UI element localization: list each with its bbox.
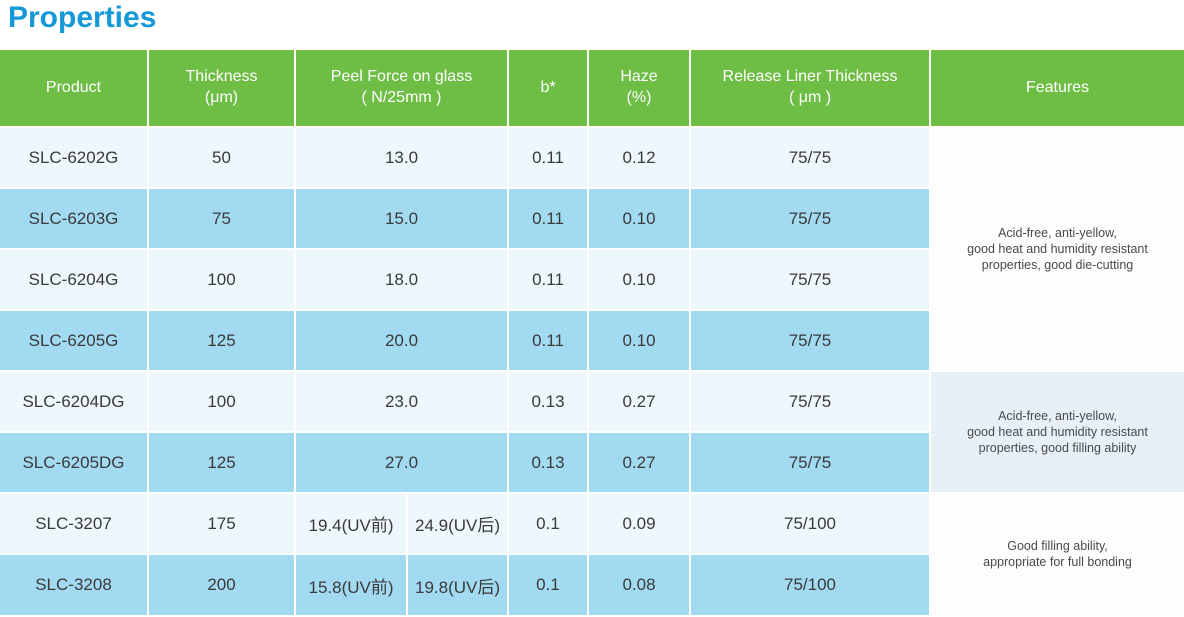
product-cell: SLC-6204DG [0, 370, 149, 433]
release-liner-cell: 75/75 [689, 309, 930, 372]
b-star-cell: 0.13 [507, 431, 589, 494]
header-row: Product Thickness (μm) Peel Force on gla… [0, 50, 1184, 128]
table-row: SLC-6203G 75 15.0 0.11 0.10 75/75 [0, 187, 1184, 250]
peel-force-cell: 23.0 [294, 370, 509, 433]
col-header-b-star: b* [507, 50, 589, 128]
col-header-peel-force: Peel Force on glass ( N/25mm ) [294, 50, 509, 128]
b-star-cell: 0.11 [507, 309, 589, 372]
b-star-cell: 0.13 [507, 370, 589, 433]
peel-force-cell: 15.0 [294, 187, 509, 250]
haze-cell: 0.12 [587, 126, 691, 189]
peel-force-cell: 18.0 [294, 248, 509, 311]
peel-force-uv-after-cell: 24.9(UV后) [406, 492, 509, 555]
table-row: SLC-3207 175 19.4(UV前) 24.9(UV后) 0.1 0.0… [0, 492, 1184, 616]
table-row: SLC-6205DG 125 27.0 0.13 0.27 75/75 [0, 431, 1184, 494]
b-star-cell: 0.11 [507, 126, 589, 189]
page-title: Properties [8, 1, 157, 34]
col-header-product: Product [0, 50, 149, 128]
product-cell: SLC-3207 [0, 492, 149, 555]
b-star-cell: 0.11 [507, 248, 589, 311]
haze-cell: 0.27 [587, 431, 691, 494]
col-header-haze: Haze (%) [587, 50, 691, 128]
table-row: SLC-6202G 50 13.0 0.11 0.12 75/75 Acid-f… [0, 126, 1184, 372]
features-cell-group-3: Good filling ability, appropriate for fu… [929, 492, 1184, 616]
release-liner-cell: 75/75 [689, 370, 931, 433]
peel-force-cell: 20.0 [294, 309, 509, 372]
product-cell: SLC-6202G [0, 126, 149, 189]
product-cell: SLC-6205G [0, 309, 149, 372]
release-liner-cell: 75/75 [689, 126, 931, 189]
col-header-thickness: Thickness (μm) [147, 50, 296, 128]
features-cell-group-1: Acid-free, anti-yellow, good heat and hu… [929, 126, 1184, 372]
table-row: SLC-3208 200 15.8(UV前) 19.8(UV后) 0.1 0.0… [0, 553, 1184, 615]
release-liner-cell: 75/100 [689, 492, 931, 555]
table-row: SLC-6204DG 100 23.0 0.13 0.27 75/75 Acid… [0, 370, 1184, 494]
haze-cell: 0.08 [587, 553, 691, 615]
thickness-cell: 125 [147, 431, 296, 494]
features-cell-group-2: Acid-free, anti-yellow, good heat and hu… [929, 370, 1184, 494]
peel-force-uv-after-cell: 19.8(UV后) [406, 553, 509, 615]
thickness-cell: 100 [147, 370, 296, 433]
table-row: SLC-6204G 100 18.0 0.11 0.10 75/75 [0, 248, 1184, 311]
haze-cell: 0.09 [587, 492, 691, 555]
col-header-features: Features [929, 50, 1184, 128]
release-liner-cell: 75/100 [689, 553, 930, 615]
peel-force-cell: 13.0 [294, 126, 509, 189]
product-cell: SLC-6204G [0, 248, 149, 311]
release-liner-cell: 75/75 [689, 248, 930, 311]
product-cell: SLC-6203G [0, 187, 149, 250]
peel-force-uv-before-cell: 19.4(UV前) [294, 492, 408, 555]
release-liner-cell: 75/75 [689, 431, 930, 494]
thickness-cell: 200 [147, 553, 296, 615]
thickness-cell: 100 [147, 248, 296, 311]
thickness-cell: 50 [147, 126, 296, 189]
release-liner-cell: 75/75 [689, 187, 930, 250]
properties-table: Product Thickness (μm) Peel Force on gla… [0, 50, 1184, 616]
product-cell: SLC-3208 [0, 553, 149, 615]
thickness-cell: 175 [147, 492, 296, 555]
b-star-cell: 0.11 [507, 187, 589, 250]
col-header-release-liner: Release Liner Thickness ( μm ) [689, 50, 931, 128]
haze-cell: 0.10 [587, 248, 691, 311]
haze-cell: 0.27 [587, 370, 691, 433]
b-star-cell: 0.1 [507, 492, 589, 555]
peel-force-uv-before-cell: 15.8(UV前) [294, 553, 408, 615]
haze-cell: 0.10 [587, 187, 691, 250]
peel-force-cell: 27.0 [294, 431, 509, 494]
product-cell: SLC-6205DG [0, 431, 149, 494]
table-row: SLC-6205G 125 20.0 0.11 0.10 75/75 [0, 309, 1184, 372]
haze-cell: 0.10 [587, 309, 691, 372]
thickness-cell: 75 [147, 187, 296, 250]
b-star-cell: 0.1 [507, 553, 589, 615]
thickness-cell: 125 [147, 309, 296, 372]
